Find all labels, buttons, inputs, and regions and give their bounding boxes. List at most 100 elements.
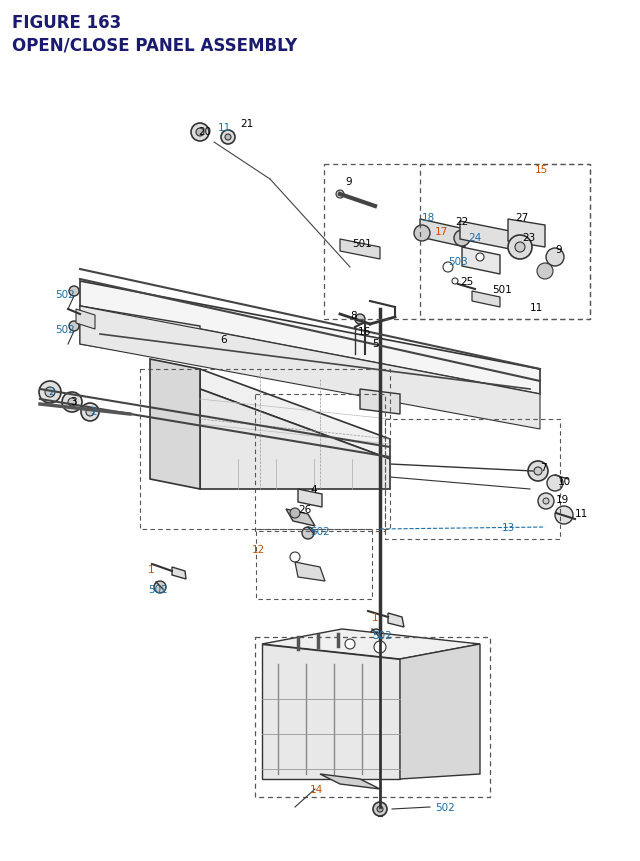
Circle shape (69, 287, 79, 297)
Circle shape (69, 322, 79, 331)
Polygon shape (360, 389, 400, 414)
Circle shape (370, 629, 382, 641)
Circle shape (374, 641, 386, 653)
Circle shape (62, 393, 82, 412)
Text: 9: 9 (345, 177, 351, 187)
Polygon shape (340, 239, 380, 260)
Text: 4: 4 (310, 485, 317, 494)
Circle shape (452, 279, 458, 285)
Text: 3: 3 (70, 397, 77, 406)
Text: 23: 23 (522, 232, 535, 243)
Polygon shape (472, 292, 500, 307)
Circle shape (290, 508, 300, 518)
Text: 502: 502 (55, 325, 75, 335)
Polygon shape (262, 644, 400, 779)
Polygon shape (200, 369, 390, 460)
Circle shape (543, 499, 549, 505)
Circle shape (454, 231, 470, 247)
Circle shape (191, 124, 209, 142)
Circle shape (528, 461, 548, 481)
Text: 502: 502 (372, 630, 392, 641)
Polygon shape (80, 307, 540, 430)
Text: FIGURE 163: FIGURE 163 (12, 14, 121, 32)
Circle shape (373, 802, 387, 816)
Text: 21: 21 (240, 119, 253, 129)
Circle shape (538, 493, 554, 510)
Polygon shape (460, 222, 510, 250)
Circle shape (196, 129, 204, 137)
Text: 502: 502 (55, 289, 75, 300)
Circle shape (443, 263, 453, 273)
Text: 19: 19 (556, 494, 569, 505)
Circle shape (476, 254, 484, 262)
Circle shape (225, 135, 231, 141)
Text: 11: 11 (218, 123, 231, 133)
Circle shape (414, 226, 430, 242)
Text: 13: 13 (502, 523, 515, 532)
Text: 9: 9 (555, 245, 562, 255)
Circle shape (302, 528, 314, 539)
Polygon shape (298, 489, 322, 507)
Text: 8: 8 (350, 311, 356, 320)
Text: 5: 5 (372, 338, 379, 349)
Text: 16: 16 (358, 326, 371, 337)
Text: 11: 11 (575, 508, 588, 518)
Circle shape (221, 131, 235, 145)
Circle shape (508, 236, 532, 260)
Polygon shape (295, 562, 325, 581)
Circle shape (547, 475, 563, 492)
Circle shape (45, 387, 55, 398)
Text: 12: 12 (252, 544, 265, 554)
Text: 22: 22 (455, 217, 468, 226)
Polygon shape (80, 282, 540, 394)
Text: 27: 27 (515, 213, 528, 223)
Circle shape (154, 581, 166, 593)
Circle shape (534, 468, 542, 475)
Text: 17: 17 (435, 226, 448, 237)
Text: 18: 18 (422, 213, 435, 223)
Polygon shape (462, 248, 500, 275)
Polygon shape (200, 389, 390, 489)
Circle shape (68, 399, 76, 406)
Text: 6: 6 (220, 335, 227, 344)
Text: 25: 25 (460, 276, 473, 287)
Polygon shape (172, 567, 186, 579)
Text: 7: 7 (540, 462, 547, 473)
Text: 15: 15 (535, 164, 548, 175)
Circle shape (39, 381, 61, 404)
Text: 502: 502 (435, 802, 455, 812)
Polygon shape (508, 220, 545, 248)
Text: 502: 502 (310, 526, 330, 536)
Polygon shape (286, 510, 315, 526)
Text: 24: 24 (468, 232, 481, 243)
Text: 1: 1 (148, 564, 155, 574)
Circle shape (290, 553, 300, 562)
Text: 2: 2 (48, 387, 54, 397)
Polygon shape (80, 307, 200, 364)
Text: 26: 26 (298, 505, 311, 514)
Text: 501: 501 (352, 238, 372, 249)
Text: 501: 501 (492, 285, 512, 294)
Polygon shape (262, 629, 480, 660)
Circle shape (537, 263, 553, 280)
Text: 20: 20 (198, 127, 211, 137)
Text: 2: 2 (90, 406, 97, 417)
Polygon shape (400, 644, 480, 779)
Text: 1: 1 (372, 612, 379, 623)
Text: 10: 10 (558, 476, 571, 486)
Circle shape (336, 191, 344, 199)
Text: 14: 14 (310, 784, 323, 794)
Text: 503: 503 (448, 257, 468, 267)
Circle shape (86, 408, 94, 417)
Circle shape (515, 243, 525, 253)
Circle shape (355, 314, 365, 325)
Polygon shape (320, 774, 380, 789)
Polygon shape (420, 220, 465, 248)
Polygon shape (150, 360, 200, 489)
Circle shape (377, 806, 383, 812)
Circle shape (81, 404, 99, 422)
Text: 11: 11 (530, 303, 543, 313)
Text: OPEN/CLOSE PANEL ASSEMBLY: OPEN/CLOSE PANEL ASSEMBLY (12, 36, 297, 54)
Circle shape (345, 639, 355, 649)
Polygon shape (388, 613, 404, 628)
